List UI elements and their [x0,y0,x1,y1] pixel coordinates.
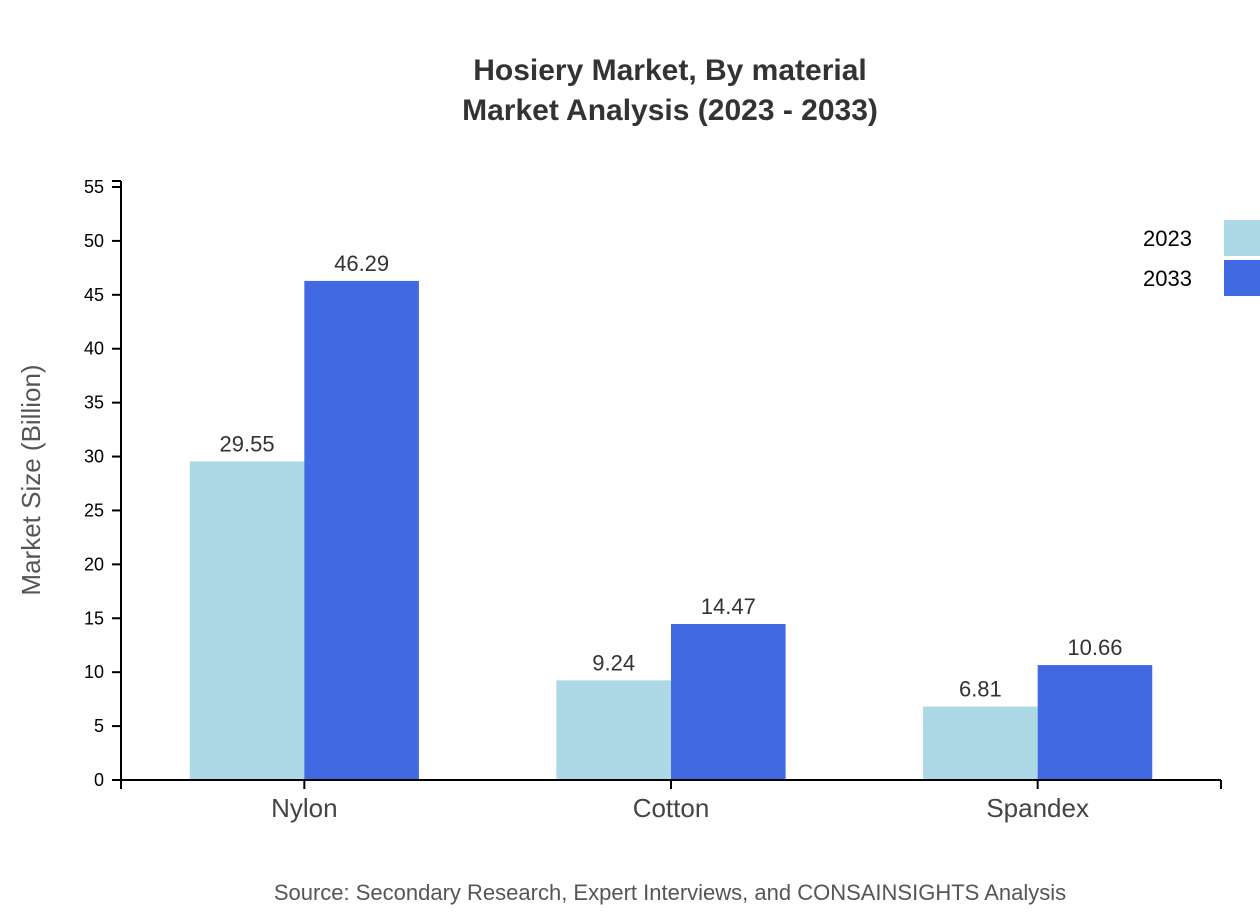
x-tick-label: Nylon [271,793,337,823]
y-tick-label: 45 [84,285,104,305]
source-note: Source: Secondary Research, Expert Inter… [274,880,1066,905]
data-label: 6.81 [959,677,1002,702]
legend-label: 2033 [1143,266,1192,291]
data-label: 9.24 [592,650,635,675]
legend-label: 2023 [1143,226,1192,251]
bar-nylon-2023 [189,461,305,780]
bar-cotton-2033 [671,623,786,780]
chart-subtitle: Market Analysis (2023 - 2033) [462,94,878,127]
data-label: 29.55 [220,431,275,456]
legend-swatch-2033 [1224,260,1260,296]
y-tick-label: 55 [84,177,104,197]
y-tick-label: 25 [84,500,104,520]
data-label: 14.47 [701,594,756,619]
y-tick-label: 15 [84,608,104,628]
y-axis-label: Market Size (Billion) [16,364,46,595]
data-label: 10.66 [1067,635,1122,660]
bar-spandex-2033 [1037,665,1153,780]
bar-nylon-2033 [304,280,419,780]
x-tick-label: Cotton [633,793,710,823]
x-tick-label: Spandex [986,793,1089,823]
y-tick-label: 10 [84,662,104,682]
data-label: 46.29 [334,251,389,276]
y-tick-label: 20 [84,554,104,574]
y-tick-label: 40 [84,339,104,359]
y-tick-label: 5 [94,716,104,736]
y-tick-label: 30 [84,447,104,467]
bar-spandex-2023 [923,706,1038,780]
chart-title: Hosiery Market, By material [473,54,867,87]
legend-swatch-2023 [1224,220,1260,256]
bar-cotton-2023 [556,680,671,780]
y-tick-label: 35 [84,393,104,413]
y-tick-label: 0 [94,770,104,790]
y-tick-label: 50 [84,231,104,251]
